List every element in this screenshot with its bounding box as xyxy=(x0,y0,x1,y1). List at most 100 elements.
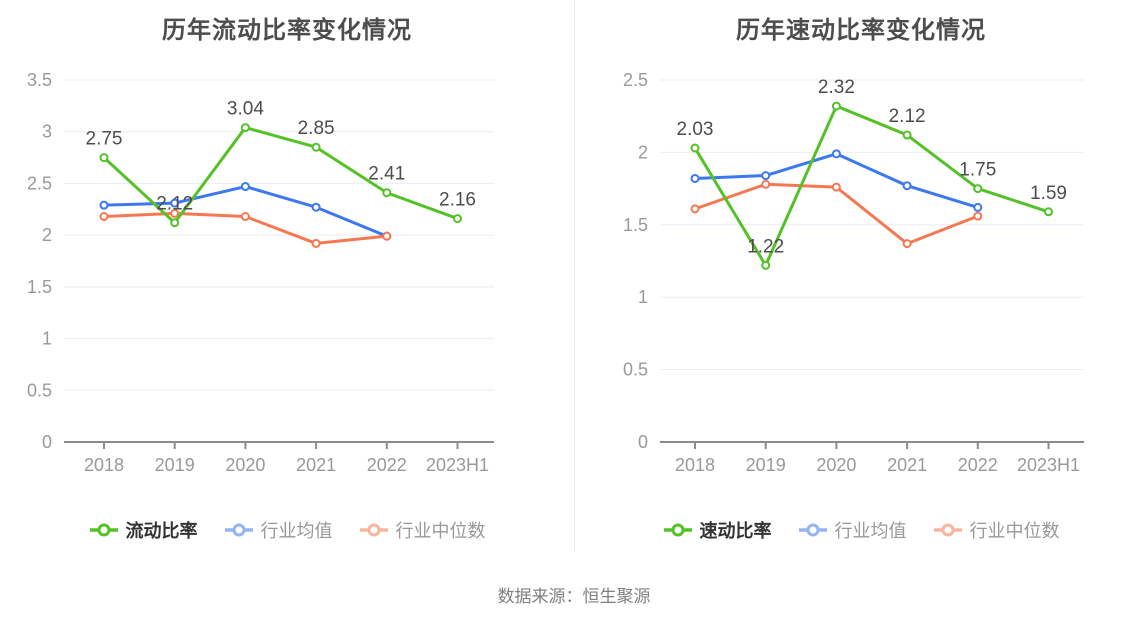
data-point-industry-mean xyxy=(99,200,109,210)
data-point-industry-median xyxy=(99,212,109,222)
data-point-industry-median xyxy=(170,208,180,218)
data-point-quick-ratio xyxy=(831,101,841,111)
x-axis-label: 2018 xyxy=(675,455,715,475)
data-point-industry-median xyxy=(831,182,841,192)
line-chart-current-ratio: 0 0.5 1 1.5 2 2.5 3 3.5 2018 2019 2020 2021 2022 2023… xyxy=(27,70,494,475)
line-chart-quick-ratio: 0 0.5 1 1.5 2 2.5 2018 2019 2020 2021 2022 2023H1 2.… xyxy=(623,70,1084,475)
x-axis-label: 2018 xyxy=(84,455,124,475)
legend-label: 行业均值 xyxy=(834,521,907,541)
legend-item-industry-mean[interactable]: 行业均值 xyxy=(798,517,907,543)
industry-median-legend-icon xyxy=(359,523,388,537)
data-point-current-ratio xyxy=(240,123,250,133)
data-point-current-ratio xyxy=(170,218,180,228)
legend-item-quick-ratio[interactable]: 速动比率 xyxy=(663,517,772,543)
legend-marker xyxy=(806,523,819,537)
industry-mean-legend-icon xyxy=(798,523,827,537)
data-point-industry-mean xyxy=(240,182,250,192)
industry-median-legend-icon xyxy=(933,523,962,537)
x-axis-label: 2020 xyxy=(816,455,856,475)
series-line-current-ratio xyxy=(102,126,459,225)
data-point-industry-mean xyxy=(761,171,771,181)
data-point-current-ratio xyxy=(453,214,462,224)
legend-label: 行业中位数 xyxy=(969,521,1060,541)
chart-title-quick-ratio: 历年速动比率变化情况 xyxy=(736,17,986,44)
legend-label: 速动比率 xyxy=(699,521,772,541)
x-axis-label: 2019 xyxy=(746,455,786,475)
series-line-industry-mean xyxy=(102,185,389,238)
data-point-industry-median xyxy=(902,239,912,249)
value-label: 2.75 xyxy=(86,129,123,150)
data-point-industry-mean xyxy=(690,173,700,183)
panel-divider xyxy=(574,0,575,552)
legend-label: 流动比率 xyxy=(125,521,198,541)
legend-item-current-ratio[interactable]: 流动比率 xyxy=(89,517,198,543)
data-point-industry-median xyxy=(311,238,321,248)
x-axis-label: 2019 xyxy=(155,455,195,475)
legend-quick-ratio-chart: 速动比率 行业均值 行业中位数 xyxy=(574,517,1148,543)
data-point-industry-median xyxy=(240,212,250,222)
legend-label: 行业均值 xyxy=(260,521,333,541)
legend-marker xyxy=(232,523,245,537)
y-axis-label: 0 xyxy=(42,432,52,452)
data-point-industry-mean xyxy=(170,198,180,208)
data-point-quick-ratio xyxy=(1044,207,1053,217)
x-axis-label: 2022 xyxy=(367,455,407,475)
y-axis-label: 1.5 xyxy=(623,215,648,235)
x-axis-label: 2021 xyxy=(887,455,927,475)
x-axis-label: 2021 xyxy=(296,455,336,475)
y-axis-label: 3.5 xyxy=(27,70,52,90)
value-label: 2.12 xyxy=(156,194,193,215)
value-label: 2.85 xyxy=(298,118,335,139)
data-point-industry-median xyxy=(761,179,771,189)
y-axis-label: 1 xyxy=(42,329,52,349)
value-label: 1.22 xyxy=(747,236,784,257)
y-axis-label: 1.5 xyxy=(27,277,52,297)
data-point-industry-mean xyxy=(311,202,321,212)
data-point-current-ratio xyxy=(311,142,321,152)
series-line-industry-mean xyxy=(693,152,980,209)
y-axis-label: 2 xyxy=(638,142,648,162)
data-point-industry-mean xyxy=(973,202,983,212)
data-point-current-ratio xyxy=(382,188,392,198)
current-ratio-chart-panel: 历年流动比率变化情况 0 0.5 1 1.5 2 2.5 3 3.5 2018 2019 2020 2… xyxy=(0,0,574,552)
data-source-note: 数据来源：恒生聚源 xyxy=(497,587,651,606)
chart-title-current-ratio: 历年流动比率变化情况 xyxy=(162,17,412,44)
x-axis-label: 2023H1 xyxy=(426,455,489,475)
legend-current-ratio-chart: 流动比率 行业均值 行业中位数 xyxy=(0,517,574,543)
value-label: 3.04 xyxy=(227,99,264,120)
data-point-quick-ratio xyxy=(973,184,983,194)
quick-ratio-chart-panel: 历年速动比率变化情况 0 0.5 1 1.5 2 2.5 2018 2019 2020 2021 2… xyxy=(574,0,1148,552)
value-label: 2.41 xyxy=(368,164,405,185)
industry-mean-legend-icon xyxy=(224,523,253,537)
value-label: 2.03 xyxy=(677,119,714,140)
data-point-industry-mean xyxy=(902,181,912,191)
legend-item-industry-median[interactable]: 行业中位数 xyxy=(359,517,486,543)
data-point-industry-median xyxy=(690,204,700,214)
y-axis-label: 2.5 xyxy=(623,70,648,90)
y-axis-label: 0.5 xyxy=(27,380,52,400)
y-axis-label: 0.5 xyxy=(623,360,648,380)
data-point-industry-median xyxy=(973,211,983,221)
y-axis-label: 2 xyxy=(42,225,52,245)
data-point-current-ratio xyxy=(99,153,109,163)
value-label: 2.12 xyxy=(889,106,926,127)
value-label: 2.16 xyxy=(439,190,476,211)
data-point-quick-ratio xyxy=(761,260,771,270)
value-label: 1.75 xyxy=(959,160,996,181)
legend-marker xyxy=(367,523,380,537)
legend-label: 行业中位数 xyxy=(395,521,486,541)
legend-marker xyxy=(941,523,954,537)
legend-marker xyxy=(671,523,684,537)
y-axis-label: 2.5 xyxy=(27,173,52,193)
data-point-industry-mean xyxy=(831,149,841,159)
y-axis-label: 3 xyxy=(42,122,52,142)
y-axis-label: 0 xyxy=(638,432,648,452)
current-ratio-legend-icon xyxy=(89,523,118,537)
legend-marker xyxy=(97,523,110,537)
legend-item-industry-mean[interactable]: 行业均值 xyxy=(224,517,333,543)
series-line-quick-ratio xyxy=(693,104,1050,267)
legend-item-industry-median[interactable]: 行业中位数 xyxy=(933,517,1060,543)
data-point-quick-ratio xyxy=(690,143,700,153)
value-label: 2.32 xyxy=(818,77,855,98)
